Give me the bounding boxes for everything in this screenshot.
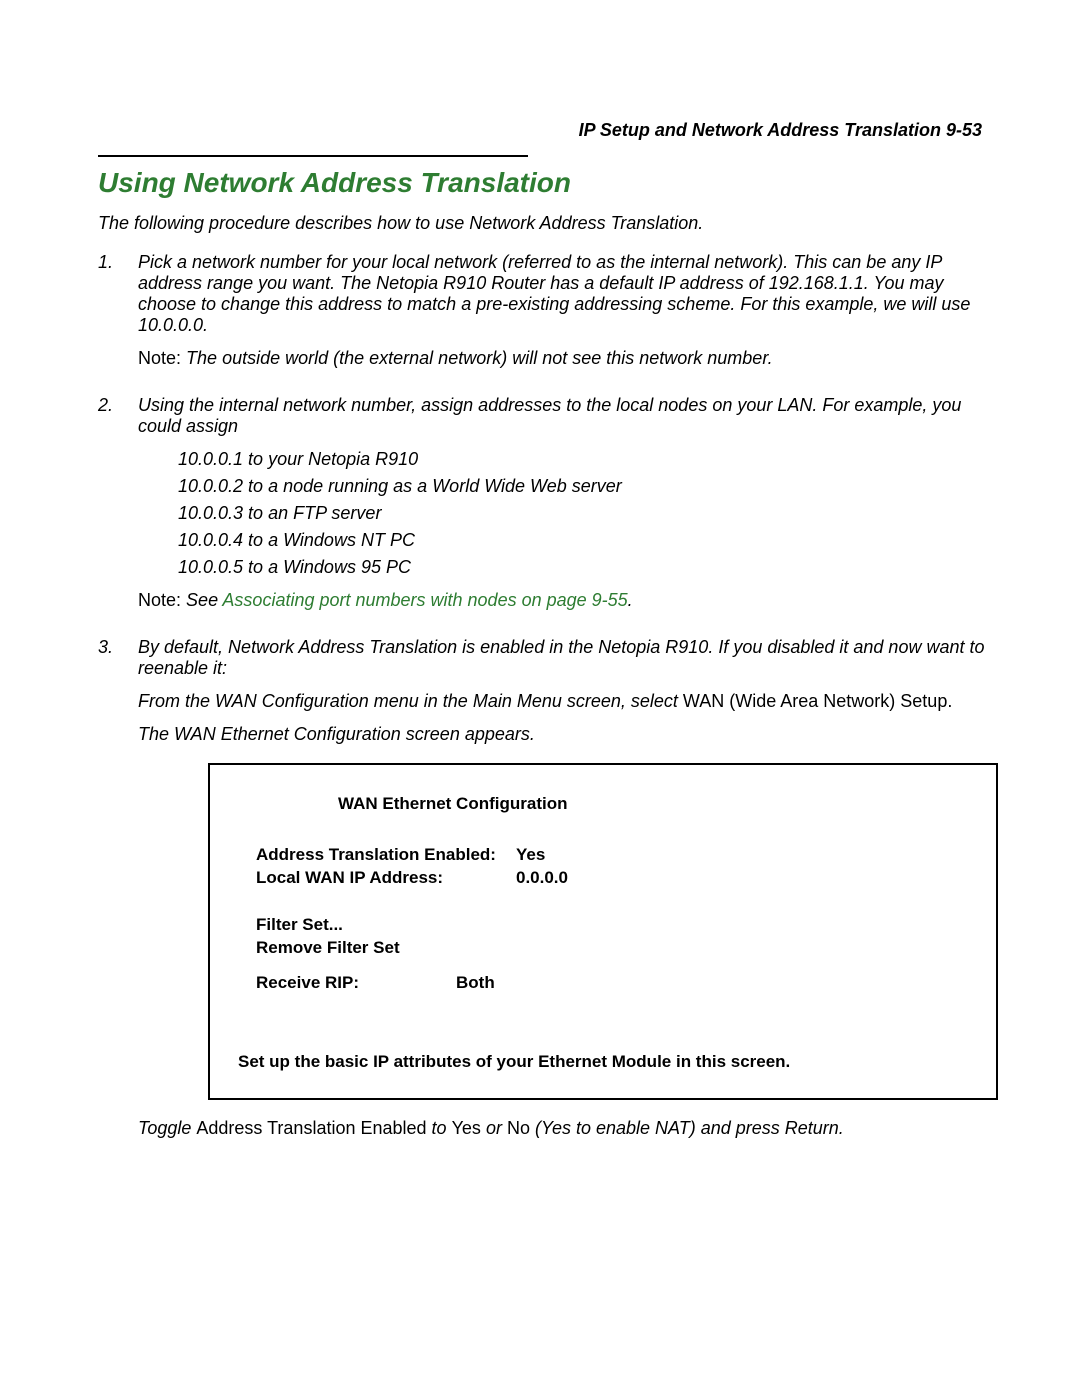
spacer [238, 890, 968, 914]
step-number: 3. [98, 637, 138, 1151]
step-body: Pick a network number for your local net… [138, 252, 982, 381]
step-note: Note: See Associating port numbers with … [138, 590, 982, 611]
step-para: By default, Network Address Translation … [138, 637, 998, 679]
terminal-row: Remove Filter Set [238, 937, 968, 960]
option-no: No [507, 1118, 530, 1138]
toggle-instruction: Toggle Address Translation Enabled to Ye… [138, 1118, 998, 1139]
list-item: 10.0.0.3 to an FTP server [178, 503, 982, 524]
text-run: to [427, 1118, 452, 1138]
intro-paragraph: The following procedure describes how to… [98, 213, 982, 234]
spacer [238, 960, 968, 972]
cross-ref-link[interactable]: Associating port numbers with nodes on p… [222, 590, 627, 610]
terminal-key: Address Translation Enabled: [256, 844, 516, 867]
note-suffix: . [628, 590, 633, 610]
text-run: (Yes to enable NAT) and press Return. [530, 1118, 844, 1138]
step-number: 2. [98, 395, 138, 623]
terminal-row: Filter Set... [238, 914, 968, 937]
step-3: 3. By default, Network Address Translati… [98, 637, 982, 1151]
list-item: 10.0.0.5 to a Windows 95 PC [178, 557, 982, 578]
step-para: Using the internal network number, assig… [138, 395, 982, 437]
step-2: 2. Using the internal network number, as… [98, 395, 982, 623]
section-title: Using Network Address Translation [98, 167, 982, 199]
terminal-screen: WAN Ethernet Configuration Address Trans… [208, 763, 998, 1100]
note-see: See [186, 590, 222, 610]
page: IP Setup and Network Address Translation… [0, 0, 1080, 1151]
text-run: From the WAN Configuration menu in the M… [138, 691, 683, 711]
terminal-key: Receive RIP: [256, 972, 456, 995]
terminal-title: WAN Ethernet Configuration [238, 793, 968, 816]
terminal-row: Address Translation Enabled: Yes [238, 844, 968, 867]
horizontal-rule [98, 155, 528, 157]
step-number: 1. [98, 252, 138, 381]
text-run: Toggle [138, 1118, 196, 1138]
terminal-key: Local WAN IP Address: [256, 867, 516, 890]
note-body: The outside world (the external network)… [186, 348, 773, 368]
terminal-key: Filter Set... [256, 914, 516, 937]
step-note: Note: The outside world (the external ne… [138, 348, 982, 369]
steps-list: 1. Pick a network number for your local … [98, 252, 982, 1151]
menu-name: WAN (Wide Area Network) Setup [683, 691, 947, 711]
step-1: 1. Pick a network number for your local … [98, 252, 982, 381]
terminal-value: Both [456, 972, 495, 995]
field-name: Address Translation Enabled [196, 1118, 426, 1138]
terminal-key: Remove Filter Set [256, 937, 516, 960]
list-item: 10.0.0.4 to a Windows NT PC [178, 530, 982, 551]
note-label: Note: [138, 590, 181, 610]
step-para: Pick a network number for your local net… [138, 252, 982, 336]
step-body: By default, Network Address Translation … [138, 637, 998, 1151]
terminal-value: Yes [516, 844, 545, 867]
list-item: 10.0.0.1 to your Netopia R910 [178, 449, 982, 470]
option-yes: Yes [452, 1118, 481, 1138]
terminal-row: Local WAN IP Address: 0.0.0.0 [238, 867, 968, 890]
step-para: The WAN Ethernet Configuration screen ap… [138, 724, 998, 745]
note-label: Note: [138, 348, 181, 368]
terminal-value: 0.0.0.0 [516, 867, 568, 890]
step-body: Using the internal network number, assig… [138, 395, 982, 623]
text-run: . [947, 691, 952, 711]
address-list: 10.0.0.1 to your Netopia R910 10.0.0.2 t… [178, 449, 982, 578]
list-item: 10.0.0.2 to a node running as a World Wi… [178, 476, 982, 497]
running-head: IP Setup and Network Address Translation… [98, 120, 982, 141]
terminal-row: Receive RIP: Both [238, 972, 968, 995]
terminal-footer: Set up the basic IP attributes of your E… [238, 1051, 968, 1074]
step-para: From the WAN Configuration menu in the M… [138, 691, 998, 712]
text-run: or [481, 1118, 507, 1138]
